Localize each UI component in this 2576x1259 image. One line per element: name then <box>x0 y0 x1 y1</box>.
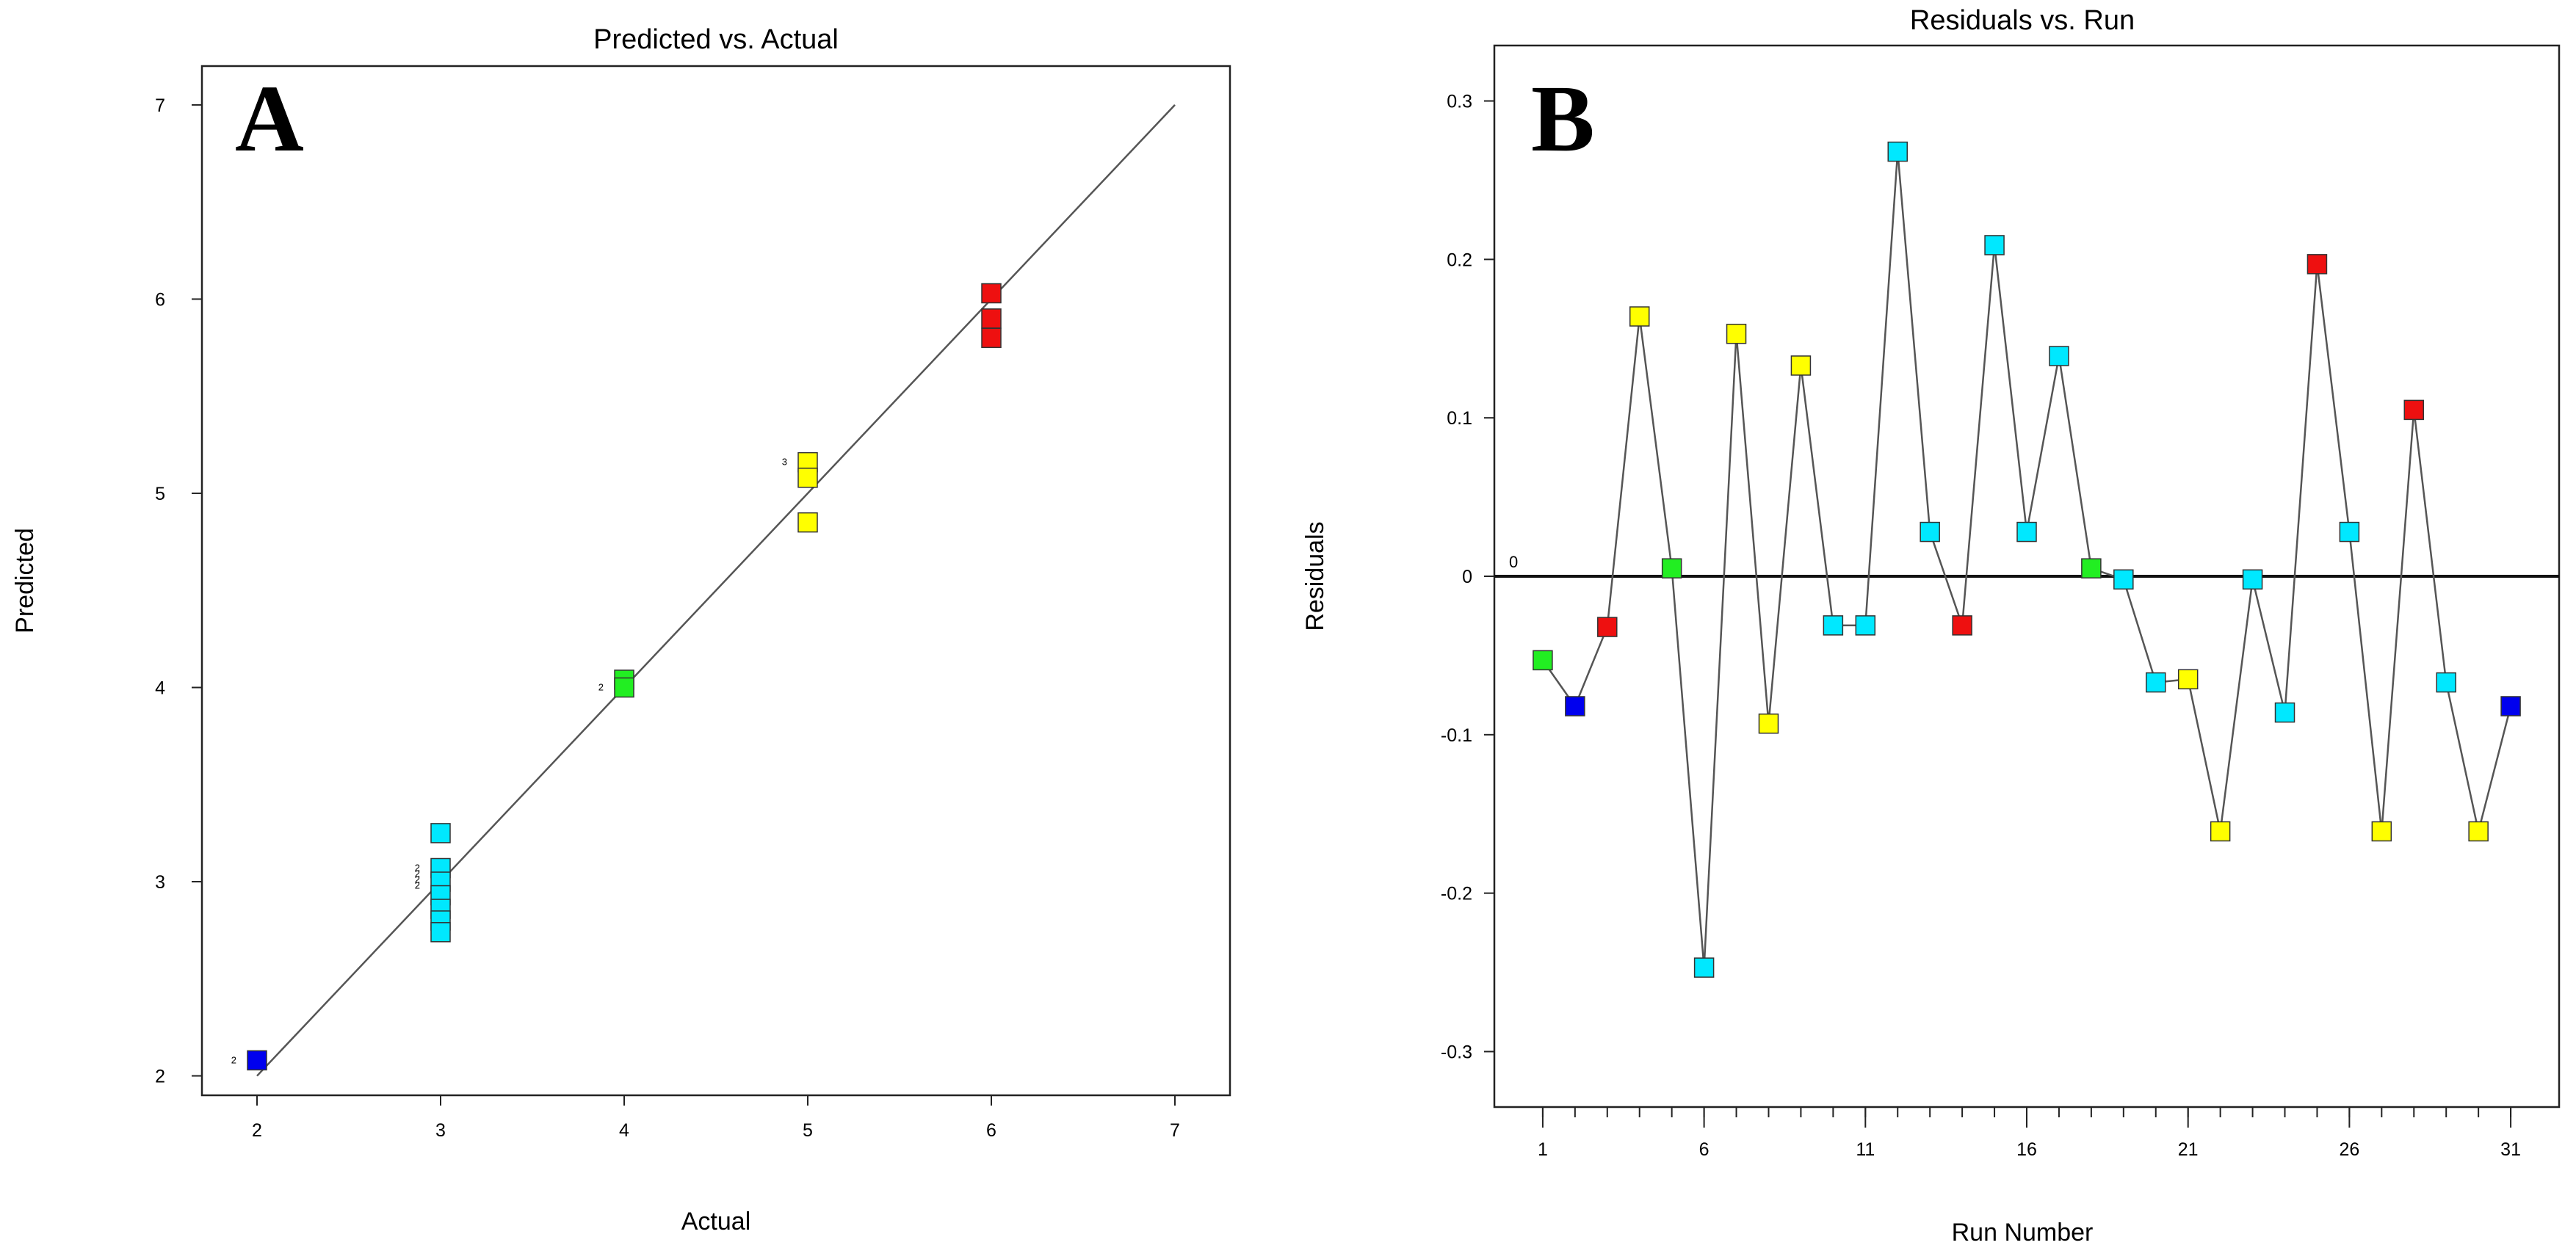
chart-a-point <box>797 468 818 488</box>
chart-a-point <box>614 677 634 698</box>
chart-a-point <box>981 327 1002 349</box>
chart-a-y-tick-label: 4 <box>155 678 165 698</box>
chart-b-point <box>1533 650 1553 671</box>
chart-a-y-tick-label: 6 <box>155 289 165 310</box>
chart-b-y-tick-label: 0.3 <box>1447 92 1472 112</box>
chart-b-x-tick-label: 26 <box>2339 1139 2359 1160</box>
chart-a-x-axis: 2 3 4 5 6 7 <box>252 1095 1180 1141</box>
chart-b-point <box>2403 399 2425 421</box>
chart-a-ylabel: Predicted <box>11 528 39 634</box>
chart-b-point <box>1629 306 1650 327</box>
chart-a-point <box>981 308 1002 329</box>
chart-a-point <box>430 823 451 843</box>
chart-b-point <box>1855 615 1876 636</box>
chart-b-point <box>2210 821 2231 842</box>
chart-a-panel-label: A <box>235 66 304 172</box>
chart-b-point <box>1661 558 1682 578</box>
chart-b-y-tick-label: 0.1 <box>1447 408 1472 429</box>
chart-b-panel-label: B <box>1531 66 1595 172</box>
chart-a-y-tick-label: 3 <box>155 872 165 893</box>
chart-a-annotation: 2 <box>415 863 420 874</box>
chart-b-point <box>1693 957 1715 978</box>
chart-b-point <box>1790 355 1812 376</box>
chart-b-point <box>1565 696 1585 716</box>
chart-b-point <box>2274 702 2295 723</box>
chart-b-ylabel: Residuals <box>1301 521 1329 631</box>
chart-b-title: Residuals vs. Run <box>1910 5 2135 36</box>
chart-a-annotation: 2 <box>231 1054 236 1065</box>
chart-a-y-tick-label: 7 <box>155 95 165 116</box>
chart-b-y-tick-label: 0 <box>1462 567 1472 587</box>
chart-a-frame <box>200 65 1231 1097</box>
chart-b-point <box>2177 669 2199 690</box>
chart-a-point <box>797 512 818 533</box>
chart-a-x-tick-label: 6 <box>986 1120 996 1141</box>
chart-b-point <box>1823 615 1844 636</box>
chart-b-point <box>2339 521 2360 543</box>
chart-a-point <box>430 922 451 943</box>
chart-a-xlabel: Actual <box>681 1208 751 1236</box>
chart-a-annotation: 2 <box>415 874 420 885</box>
chart-b-point <box>1920 521 1940 543</box>
chart-a-y-tick-label: 5 <box>155 484 165 504</box>
chart-a-x-tick-label: 7 <box>1170 1120 1180 1141</box>
chart-b-point <box>2049 346 2069 366</box>
chart-b: Residuals vs. Run B 1 6 11 16 21 26 31 -0.3-0.… <box>1301 5 2561 1247</box>
chart-b-point <box>2016 521 2037 543</box>
chart-a-annotation: 3 <box>782 457 787 468</box>
chart-a-reference-line <box>256 104 1176 1077</box>
chart-b-x-axis: 1 6 11 16 21 26 31 <box>1538 1107 2521 1160</box>
chart-a-x-tick-label: 3 <box>435 1120 446 1141</box>
chart-b-xlabel: Run Number <box>1952 1219 2094 1247</box>
chart-a-x-tick-label: 2 <box>252 1120 262 1141</box>
chart-b-point <box>2113 569 2134 590</box>
chart-a-annotation: 2 <box>598 681 604 692</box>
chart-a-title: Predicted vs. Actual <box>593 24 839 55</box>
chart-b-point <box>2371 821 2392 842</box>
chart-b-point <box>1597 617 1618 637</box>
chart-b-y-axis: -0.3 -0.2 -0.1 0 0.1 0.2 0.3 <box>1441 92 1494 1062</box>
chart-b-x-tick-label: 11 <box>1856 1139 1875 1160</box>
chart-b-point <box>2468 821 2489 842</box>
chart-b-point <box>2307 254 2328 275</box>
chart-b-point <box>2081 558 2102 578</box>
chart-b-y-tick-label: 0.2 <box>1447 250 1472 270</box>
chart-b-y-tick-label: -0.2 <box>1441 884 1472 904</box>
chart-a-x-tick-label: 5 <box>803 1120 813 1141</box>
chart-b-x-tick-label: 31 <box>2500 1139 2521 1160</box>
chart-b-x-tick-label: 6 <box>1699 1139 1710 1160</box>
chart-b-point <box>1726 324 1747 344</box>
chart-b-x-tick-label: 16 <box>2016 1139 2037 1160</box>
chart-b-point <box>2500 696 2521 716</box>
chart-b-y-tick-label: -0.3 <box>1441 1042 1472 1062</box>
chart-a-point <box>981 283 1002 304</box>
chart-a-x-tick-label: 4 <box>619 1120 629 1141</box>
chart-b-points <box>1533 141 2521 978</box>
chart-a-y-axis: 2 3 4 5 6 7 <box>155 95 202 1087</box>
chart-b-point <box>1952 615 1972 636</box>
chart-a-annotation: 2 <box>415 868 420 879</box>
chart-a-points <box>247 283 1002 1071</box>
chart-b-zero-label: 0 <box>1509 553 1518 571</box>
chart-b-point <box>1887 141 1908 162</box>
chart-b-point <box>1758 713 1779 734</box>
chart-b-residual-line <box>1541 151 2512 968</box>
chart-a-y-tick-label: 2 <box>155 1067 165 1087</box>
chart-b-y-tick-label: -0.1 <box>1441 725 1472 746</box>
chart-a-point <box>247 1050 267 1071</box>
chart-b-point <box>1984 235 2005 255</box>
chart-b-point <box>2242 569 2263 590</box>
chart-a-annotation: 2 <box>415 879 420 890</box>
chart-b-point <box>2146 672 2166 693</box>
chart-b-point <box>2436 672 2456 693</box>
chart-b-x-tick-label: 1 <box>1538 1139 1548 1160</box>
chart-b-x-tick-label: 21 <box>2178 1139 2199 1160</box>
